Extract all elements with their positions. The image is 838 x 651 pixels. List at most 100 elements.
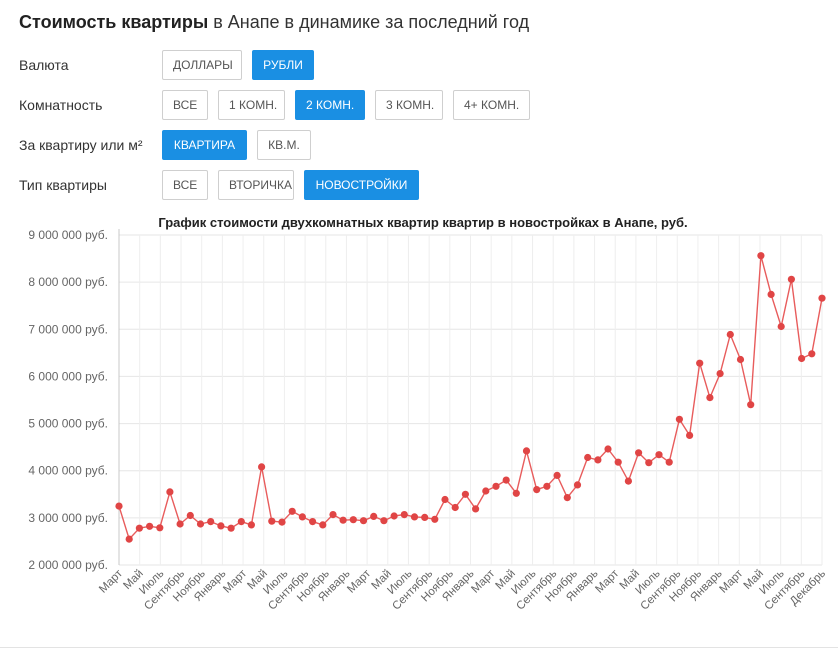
data-point[interactable] bbox=[512, 489, 520, 497]
data-point[interactable] bbox=[278, 518, 286, 526]
filter-options-type: ВСЕ ВТОРИЧКА НОВОСТРОЙКИ bbox=[162, 170, 429, 200]
data-point[interactable] bbox=[370, 512, 378, 520]
data-point[interactable] bbox=[543, 482, 551, 490]
data-point[interactable] bbox=[696, 359, 704, 367]
data-point[interactable] bbox=[736, 355, 745, 364]
data-point[interactable] bbox=[482, 487, 490, 495]
data-point[interactable] bbox=[410, 513, 419, 521]
data-point[interactable] bbox=[675, 415, 684, 423]
data-point[interactable] bbox=[125, 535, 133, 543]
data-point[interactable] bbox=[298, 513, 306, 521]
data-point[interactable] bbox=[156, 524, 164, 532]
filter-button-type-1[interactable]: ВТОРИЧКА bbox=[218, 170, 294, 200]
data-point[interactable] bbox=[502, 476, 510, 484]
data-point[interactable] bbox=[431, 515, 439, 523]
data-point[interactable] bbox=[472, 505, 480, 513]
data-point[interactable] bbox=[757, 252, 765, 260]
data-point[interactable] bbox=[492, 482, 500, 490]
data-point[interactable] bbox=[247, 521, 255, 529]
data-point[interactable] bbox=[207, 518, 215, 526]
x-tick-label: Март bbox=[345, 567, 373, 595]
data-point[interactable] bbox=[584, 453, 592, 462]
data-point[interactable] bbox=[461, 490, 469, 498]
data-point[interactable] bbox=[787, 275, 796, 283]
filter-label-currency: Валюта bbox=[19, 57, 69, 73]
data-point[interactable] bbox=[146, 522, 154, 530]
y-tick-label: 9 000 000 руб. bbox=[28, 228, 108, 242]
data-point[interactable] bbox=[553, 471, 561, 479]
filter-button-rooms-1[interactable]: 1 КОМН. bbox=[218, 90, 285, 120]
y-tick-label: 6 000 000 руб. bbox=[28, 369, 108, 383]
filter-options-rooms: ВСЕ 1 КОМН. 2 КОМН. 3 КОМН. 4+ КОМН. bbox=[162, 90, 540, 120]
data-point[interactable] bbox=[115, 502, 123, 510]
data-point[interactable] bbox=[288, 507, 296, 515]
data-point[interactable] bbox=[522, 447, 531, 455]
data-point[interactable] bbox=[349, 516, 357, 524]
filter-button-rooms-4[interactable]: 4+ КОМН. bbox=[453, 90, 530, 120]
data-point[interactable] bbox=[563, 494, 571, 502]
filter-button-type-0[interactable]: ВСЕ bbox=[162, 170, 208, 200]
data-point[interactable] bbox=[767, 290, 775, 298]
page-title: Стоимость квартиры в Анапе в динамике за… bbox=[19, 12, 529, 33]
data-point[interactable] bbox=[319, 521, 327, 529]
data-point[interactable] bbox=[400, 511, 408, 519]
data-point[interactable] bbox=[217, 522, 225, 530]
data-point[interactable] bbox=[186, 511, 194, 520]
filter-button-rooms-0[interactable]: ВСЕ bbox=[162, 90, 208, 120]
data-point[interactable] bbox=[258, 463, 266, 471]
data-point[interactable] bbox=[747, 401, 755, 409]
filter-button-rooms-2[interactable]: 2 КОМН. bbox=[295, 90, 365, 120]
data-point[interactable] bbox=[604, 445, 612, 453]
data-point[interactable] bbox=[390, 512, 398, 520]
y-tick-label: 7 000 000 руб. bbox=[28, 322, 108, 336]
data-point[interactable] bbox=[533, 486, 541, 494]
filter-button-rooms-3[interactable]: 3 КОМН. bbox=[375, 90, 443, 120]
data-point[interactable] bbox=[359, 517, 368, 525]
y-tick-label: 5 000 000 руб. bbox=[28, 417, 108, 431]
data-point[interactable] bbox=[798, 354, 806, 363]
data-point[interactable] bbox=[227, 524, 235, 532]
filter-label-rooms: Комнатность bbox=[19, 97, 103, 113]
price-series bbox=[115, 252, 826, 543]
data-point[interactable] bbox=[421, 513, 429, 521]
data-point[interactable] bbox=[614, 458, 622, 466]
data-point[interactable] bbox=[686, 431, 694, 439]
filter-button-currency-0[interactable]: ДОЛЛАРЫ bbox=[162, 50, 242, 80]
filter-button-currency-1[interactable]: РУБЛИ bbox=[252, 50, 314, 80]
data-point[interactable] bbox=[237, 518, 245, 526]
filter-label-type: Тип квартиры bbox=[19, 177, 107, 193]
data-point[interactable] bbox=[726, 330, 734, 339]
x-tick-label: Март bbox=[221, 567, 249, 595]
data-point[interactable] bbox=[655, 451, 663, 459]
x-tick-label: Март bbox=[717, 567, 745, 595]
x-tick-label: Март bbox=[593, 567, 621, 595]
data-point[interactable] bbox=[309, 518, 317, 526]
data-point[interactable] bbox=[196, 520, 205, 528]
filter-button-unit-1[interactable]: КВ.М. bbox=[257, 130, 311, 160]
data-point[interactable] bbox=[716, 370, 724, 378]
data-point[interactable] bbox=[380, 517, 388, 525]
data-point[interactable] bbox=[176, 520, 184, 528]
filter-button-unit-0[interactable]: КВАРТИРА bbox=[162, 130, 247, 160]
data-point[interactable] bbox=[339, 516, 347, 524]
chart-svg: График стоимости двухкомнатных квартир к… bbox=[28, 215, 828, 613]
chart-title: График стоимости двухкомнатных квартир к… bbox=[158, 215, 687, 230]
data-point[interactable] bbox=[665, 458, 673, 466]
data-point[interactable] bbox=[777, 322, 785, 331]
data-point[interactable] bbox=[818, 294, 826, 302]
data-point[interactable] bbox=[624, 477, 633, 485]
filter-button-type-2[interactable]: НОВОСТРОЙКИ bbox=[304, 170, 419, 200]
data-point[interactable] bbox=[635, 449, 643, 457]
data-point[interactable] bbox=[706, 394, 714, 402]
data-point[interactable] bbox=[166, 488, 174, 496]
data-point[interactable] bbox=[645, 459, 653, 467]
data-point[interactable] bbox=[808, 350, 816, 358]
data-point[interactable] bbox=[451, 503, 459, 512]
data-point[interactable] bbox=[573, 481, 582, 489]
data-point[interactable] bbox=[135, 524, 143, 532]
data-point[interactable] bbox=[594, 456, 602, 464]
data-point[interactable] bbox=[441, 495, 449, 504]
data-point[interactable] bbox=[329, 511, 337, 519]
chart-grid bbox=[118, 234, 823, 566]
data-point[interactable] bbox=[268, 517, 276, 525]
